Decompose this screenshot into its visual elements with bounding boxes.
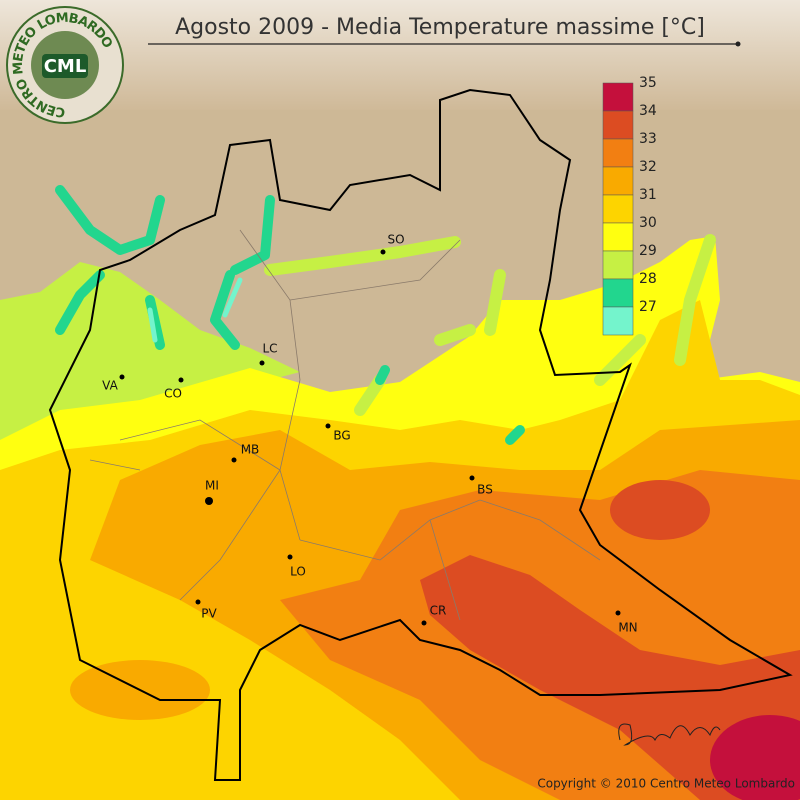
signature <box>618 723 721 746</box>
copyright: Copyright © 2010 Centro Meteo Lombardo <box>537 777 795 791</box>
city-dot <box>325 423 331 429</box>
zone-35 <box>710 715 800 804</box>
city-dot <box>615 610 621 616</box>
legend-swatch <box>602 138 634 168</box>
legend-swatch <box>602 194 634 224</box>
cities: SO LC VA CO BG MB MI BS LO PV CR MN <box>102 233 638 635</box>
legend-label: 35 <box>639 75 657 91</box>
title: Agosto 2009 - Media Temperature massime … <box>175 15 705 40</box>
legend-label: 34 <box>639 103 657 119</box>
legend-label: 31 <box>639 187 657 203</box>
city-dot <box>195 599 201 605</box>
city-dot <box>178 377 184 383</box>
region-border <box>48 88 793 781</box>
city-dot <box>469 475 475 481</box>
city-dot <box>421 620 427 626</box>
city-dot <box>380 249 386 255</box>
province-boundary <box>89 229 601 621</box>
city-label: LC <box>262 342 277 356</box>
zone-34 <box>420 555 800 800</box>
logo: CENTRO METEO LOMBARDO CML <box>6 6 124 124</box>
city-label: MB <box>241 443 260 457</box>
city-label: CO <box>164 387 182 401</box>
header-shade <box>0 0 800 110</box>
city-dot <box>231 457 237 463</box>
city-label: LO <box>290 565 306 579</box>
legend-label: 32 <box>639 159 657 175</box>
legend-swatch <box>602 110 634 140</box>
legend-label: 28 <box>639 271 657 287</box>
legend-swatch <box>602 166 634 196</box>
city-dot <box>287 554 293 560</box>
legend-swatch <box>602 82 634 112</box>
legend-label: 29 <box>639 243 657 259</box>
city-dot <box>205 497 213 505</box>
city-label: MI <box>205 479 219 493</box>
logo-text: CML <box>44 56 87 77</box>
legend-label: 30 <box>639 215 657 231</box>
city-label: BG <box>333 429 350 443</box>
logo-badge <box>42 54 88 78</box>
zone-34 <box>610 480 710 540</box>
city-label: CR <box>430 604 447 618</box>
legend: 35 34 33 32 31 30 29 28 27 <box>602 75 657 336</box>
city-dot <box>119 374 125 380</box>
legend-swatch <box>602 306 634 336</box>
city-label: BS <box>477 483 493 497</box>
city-label: MN <box>618 621 637 635</box>
legend-swatch <box>602 250 634 280</box>
valley-strips <box>55 185 716 445</box>
legend-swatch <box>602 278 634 308</box>
legend-swatch <box>602 222 634 252</box>
city-dot <box>259 360 265 366</box>
city-label: SO <box>387 233 404 247</box>
legend-label: 27 <box>639 299 657 315</box>
legend-label: 33 <box>639 131 657 147</box>
city-label: VA <box>102 379 118 393</box>
city-label: PV <box>201 607 217 621</box>
title-dot <box>735 41 741 47</box>
